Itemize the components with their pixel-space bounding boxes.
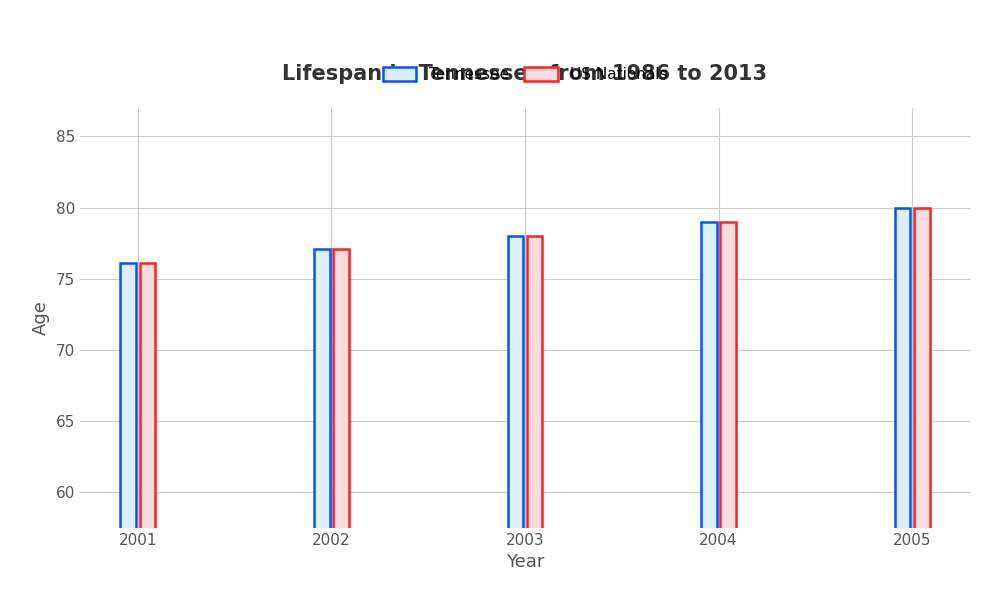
Bar	[914, 208, 930, 600]
Title: Lifespan in Tennessee from 1986 to 2013: Lifespan in Tennessee from 1986 to 2013	[283, 64, 768, 84]
Bar	[508, 236, 523, 600]
Bar	[720, 222, 736, 600]
Bar	[120, 263, 136, 600]
Bar	[527, 236, 542, 600]
Bar	[701, 222, 717, 600]
Bar	[333, 249, 349, 600]
Y-axis label: Age: Age	[32, 301, 50, 335]
Bar	[140, 263, 155, 600]
X-axis label: Year: Year	[506, 553, 544, 571]
Legend: Tennessee, US Nationals: Tennessee, US Nationals	[377, 61, 673, 88]
Bar	[895, 208, 910, 600]
Bar	[314, 249, 330, 600]
